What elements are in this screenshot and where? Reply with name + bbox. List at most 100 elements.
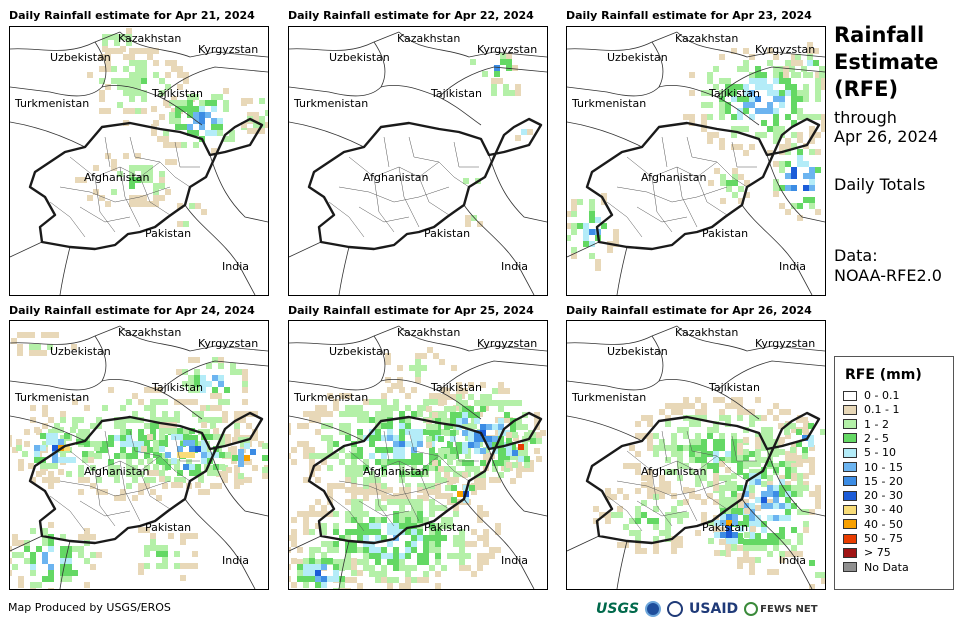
label-tajikistan: Tajikistan [431,87,482,100]
legend-label: 0 - 0.1 [864,389,900,402]
legend-swatch [843,433,857,444]
side-totals: Daily Totals [834,175,926,194]
label-afghanistan: Afghanistan [641,171,707,184]
legend-item: 30 - 40 [843,503,903,516]
rainfall-map-svg [289,325,547,589]
label-pakistan: Pakistan [424,227,471,240]
rainfall-cells [10,332,268,589]
side-data-label: Data: [834,246,878,265]
legend-swatch [843,547,857,558]
legend-item: No Data [843,561,909,574]
legend-item: 40 - 50 [843,518,903,531]
label-kazakhstan: Kazakhstan [118,326,182,339]
panel-title-apr26: Daily Rainfall estimate for Apr 26, 2024 [566,304,812,317]
province-boundaries [328,430,479,532]
legend-item: 2 - 5 [843,432,889,445]
afghanistan-border [28,411,264,545]
panel-title-apr22: Daily Rainfall estimate for Apr 22, 2024 [288,9,534,22]
country-borders [10,325,268,589]
label-afghanistan: Afghanistan [84,465,150,478]
label-turkmenistan: Turkmenistan [572,391,647,404]
legend-label: 1 - 2 [864,417,889,431]
rainfall-cells [75,28,268,227]
label-kyrgyzstan: Kyrgyzstan [198,43,259,56]
label-pakistan: Pakistan [145,521,192,534]
legend-swatch [843,490,857,501]
legend-label: 50 - 75 [864,532,903,545]
map-apr24[interactable]: Kazakhstan Kyrgyzstan Uzbekistan Tajikistan… [9,320,269,590]
map-apr23[interactable]: Kazakhstan Kyrgyzstan Uzbekistan Tajikistan… [566,26,826,296]
rainfall-map-svg [10,28,268,295]
legend-item: 0 - 0.1 [843,389,899,402]
label-kyrgyzstan: Kyrgyzstan [755,337,816,350]
dos-seal-logo [667,601,684,617]
legend-label: > 75 [864,546,891,560]
legend-item: 50 - 75 [843,532,903,545]
legend-swatch [843,562,857,573]
legend-item: 5 - 10 [843,446,896,459]
map-apr21[interactable]: Kazakhstan Kyrgyzstan Uzbekistan Tajikistan… [9,26,269,296]
panel-title-apr21: Daily Rainfall estimate for Apr 21, 2024 [9,9,255,22]
label-pakistan: Pakistan [424,521,471,534]
label-turkmenistan: Turkmenistan [572,97,647,110]
label-india: India [501,260,528,273]
label-turkmenistan: Turkmenistan [15,97,90,110]
afghanistan-border [28,117,264,251]
legend-label: 5 - 10 [864,446,896,460]
legend-swatch [843,519,857,530]
country-borders [10,31,268,295]
country-borders [567,325,825,589]
legend-label: 10 - 15 [864,460,903,474]
label-kyrgyzstan: Kyrgyzstan [477,337,538,350]
legend-title: RFE (mm) [845,367,922,383]
rainfall-map-svg [567,31,825,295]
rainfall-cells [463,53,533,227]
label-kazakhstan: Kazakhstan [118,32,182,45]
panel-title-apr23: Daily Rainfall estimate for Apr 23, 2024 [566,9,812,22]
afghanistan-border [307,411,543,545]
legend-swatch [843,462,857,472]
label-pakistan: Pakistan [702,227,749,240]
side-title: Rainfall Estimate (RFE) [834,22,938,103]
label-uzbekistan: Uzbekistan [607,345,668,358]
legend-label: 15 - 20 [864,474,903,488]
legend-swatch [843,476,857,487]
globe-icon [744,602,759,616]
label-india: India [779,260,806,273]
label-kazakhstan: Kazakhstan [675,32,739,45]
province-boundaries [49,136,200,238]
label-uzbekistan: Uzbekistan [329,51,390,64]
map-apr25[interactable]: Kazakhstan Kyrgyzstan Uzbekistan Tajikistan… [288,320,548,590]
map-apr22[interactable]: Kazakhstan Kyrgyzstan Uzbekistan Tajikistan… [288,26,548,296]
label-kazakhstan: Kazakhstan [397,32,461,45]
label-uzbekistan: Uzbekistan [50,51,111,64]
country-borders [567,31,825,295]
legend-label: 20 - 30 [864,489,903,503]
map-apr26[interactable]: Kazakhstan Kyrgyzstan Uzbekistan Tajikistan… [566,320,826,590]
country-borders [289,31,547,295]
legend-swatch [843,404,857,415]
label-tajikistan: Tajikistan [709,87,760,100]
legend-swatch [843,504,857,515]
country-borders [289,325,547,589]
side-title-line2: Estimate [834,50,939,74]
legend-label: 2 - 5 [864,431,889,445]
afghanistan-border [307,117,543,251]
rainfall-cells [567,42,825,271]
side-through: through [834,108,897,127]
legend-label: 0.1 - 1 [864,403,900,417]
fewsnet-logo: FEWS NET [744,602,818,616]
legend-label: 40 - 50 [864,517,903,531]
label-kazakhstan: Kazakhstan [675,326,739,339]
panel-title-apr24: Daily Rainfall estimate for Apr 24, 2024 [9,304,255,317]
usaid-logo: USAID [689,601,739,617]
side-title-line1: Rainfall [834,23,925,47]
fewsnet-text: FEWS NET [760,603,818,615]
legend-item: 10 - 15 [843,461,903,474]
label-turkmenistan: Turkmenistan [294,391,369,404]
rainfall-map-svg [289,31,547,295]
afghanistan-border [585,117,821,251]
label-turkmenistan: Turkmenistan [294,97,369,110]
legend-swatch [843,447,857,458]
